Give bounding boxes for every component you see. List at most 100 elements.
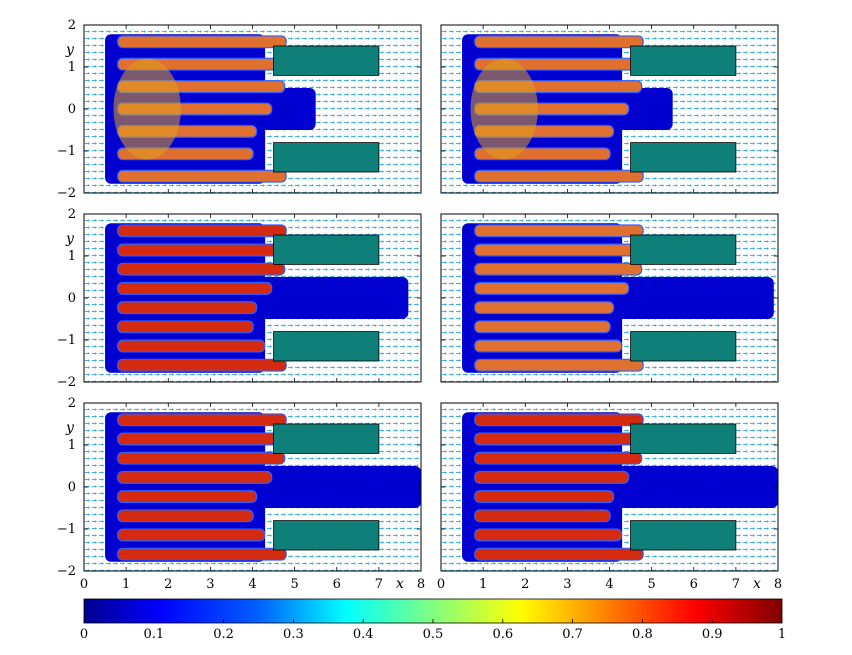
y-tick-label: −2 bbox=[57, 186, 76, 201]
finger bbox=[474, 243, 642, 257]
finger bbox=[117, 35, 287, 49]
finger bbox=[117, 339, 266, 353]
x-tick-label: 4 bbox=[248, 577, 256, 592]
fluid-envelope bbox=[462, 223, 623, 373]
finger bbox=[117, 169, 287, 183]
finger bbox=[474, 224, 644, 238]
y-tick-label: 2 bbox=[68, 396, 76, 411]
panel-row2-right bbox=[440, 213, 779, 383]
y-tick-label: 0 bbox=[68, 480, 76, 495]
finger bbox=[117, 547, 287, 561]
mixing-core bbox=[113, 58, 181, 160]
y-tick-label: 0 bbox=[68, 291, 76, 306]
x-tick-label: 8 bbox=[774, 577, 782, 592]
x-tick-label: 2 bbox=[521, 577, 529, 592]
fluid-jet bbox=[609, 466, 778, 508]
y-axis-label: y bbox=[65, 42, 75, 58]
colorbar: 0 0.1 0.2 0.3 0.4 0.5 0.6 0.7 0.8 0.9 1 bbox=[80, 598, 786, 642]
y-tick-label: 1 bbox=[68, 438, 76, 453]
finger bbox=[117, 470, 273, 484]
colorbar-tick-label: 1 bbox=[778, 627, 786, 642]
fluid-jet bbox=[252, 466, 421, 508]
x-tick-label: 1 bbox=[479, 577, 487, 592]
finger bbox=[117, 320, 254, 334]
obstacle-2 bbox=[273, 331, 380, 362]
fluid-jet bbox=[609, 277, 774, 319]
finger bbox=[474, 339, 623, 353]
finger bbox=[474, 490, 615, 504]
mixing-core bbox=[470, 58, 538, 160]
finger bbox=[474, 547, 644, 561]
x-axis-label: x bbox=[396, 576, 404, 592]
finger bbox=[474, 169, 644, 183]
x-tick-label: 5 bbox=[647, 577, 655, 592]
finger bbox=[117, 243, 285, 257]
finger bbox=[117, 301, 258, 315]
x-tick-label: 0 bbox=[80, 577, 88, 592]
obstacle-1 bbox=[630, 45, 737, 76]
y-tick-label: 2 bbox=[68, 207, 76, 222]
fluid-envelope bbox=[105, 223, 266, 373]
colorbar-tick-label: 0.2 bbox=[213, 627, 234, 642]
finger bbox=[474, 451, 643, 465]
obstacle-2 bbox=[630, 142, 737, 173]
colorbar-tick-label: 0.6 bbox=[492, 627, 513, 642]
colorbar-tick-label: 0.9 bbox=[702, 627, 723, 642]
obstacle-2 bbox=[273, 142, 380, 173]
finger bbox=[474, 281, 630, 295]
panel-row3-right: 0 1 2 3 4 5 6 7 8x bbox=[437, 402, 782, 592]
y-tick-label: −2 bbox=[57, 375, 76, 390]
x-tick-label: 1 bbox=[122, 577, 130, 592]
x-tick-label: 6 bbox=[333, 577, 341, 592]
x-tick-label: 4 bbox=[605, 577, 613, 592]
x-tick-label: 7 bbox=[375, 577, 383, 592]
colorbar-tick-label: 0.1 bbox=[143, 627, 164, 642]
x-tick-label: 7 bbox=[732, 577, 740, 592]
panel-row1-left: 2 1 0 −1 −2 y bbox=[57, 18, 422, 201]
finger bbox=[117, 413, 287, 427]
obstacle-1 bbox=[630, 234, 737, 265]
x-tick-label: 3 bbox=[563, 577, 571, 592]
fluid-envelope bbox=[105, 412, 266, 562]
finger bbox=[474, 470, 630, 484]
finger bbox=[117, 224, 287, 238]
y-tick-label: −1 bbox=[57, 144, 76, 159]
colorbar-tick-label: 0.8 bbox=[632, 627, 653, 642]
panel-row2-left: 2 1 0 −1 −2 y bbox=[57, 207, 422, 390]
finger bbox=[117, 281, 273, 295]
y-tick-label: 1 bbox=[68, 60, 76, 75]
y-tick-label: −2 bbox=[57, 564, 76, 579]
colorbar-tick-label: 0.7 bbox=[562, 627, 583, 642]
finger bbox=[117, 451, 286, 465]
obstacle-2 bbox=[630, 331, 737, 362]
finger bbox=[474, 432, 642, 446]
finger bbox=[117, 509, 254, 523]
y-tick-label: −1 bbox=[57, 333, 76, 348]
finger bbox=[474, 262, 643, 276]
finger bbox=[474, 358, 644, 372]
x-tick-label: 2 bbox=[164, 577, 172, 592]
finger bbox=[474, 528, 623, 542]
fluid-jet bbox=[252, 88, 316, 130]
fluid-envelope bbox=[462, 412, 623, 562]
fluid-jet bbox=[252, 277, 409, 319]
obstacle-1 bbox=[273, 234, 380, 265]
finger bbox=[474, 35, 644, 49]
obstacle-1 bbox=[273, 423, 380, 454]
x-axis-label: x bbox=[753, 576, 761, 592]
y-axis-label: y bbox=[65, 420, 75, 436]
x-tick-label: 8 bbox=[417, 577, 425, 592]
colorbar-tick-label: 0.3 bbox=[283, 627, 304, 642]
panel-row3-left: 2 1 0 −1 −2 y 0 1 2 3 4 5 6 7 8x bbox=[57, 396, 425, 592]
colorbar-tick-label: 0 bbox=[80, 627, 88, 642]
finger bbox=[117, 432, 285, 446]
x-tick-label: 6 bbox=[690, 577, 698, 592]
finger bbox=[117, 490, 258, 504]
y-tick-label: 0 bbox=[68, 102, 76, 117]
finger bbox=[117, 528, 266, 542]
finger bbox=[117, 262, 286, 276]
finger bbox=[117, 358, 287, 372]
finger bbox=[474, 320, 611, 334]
